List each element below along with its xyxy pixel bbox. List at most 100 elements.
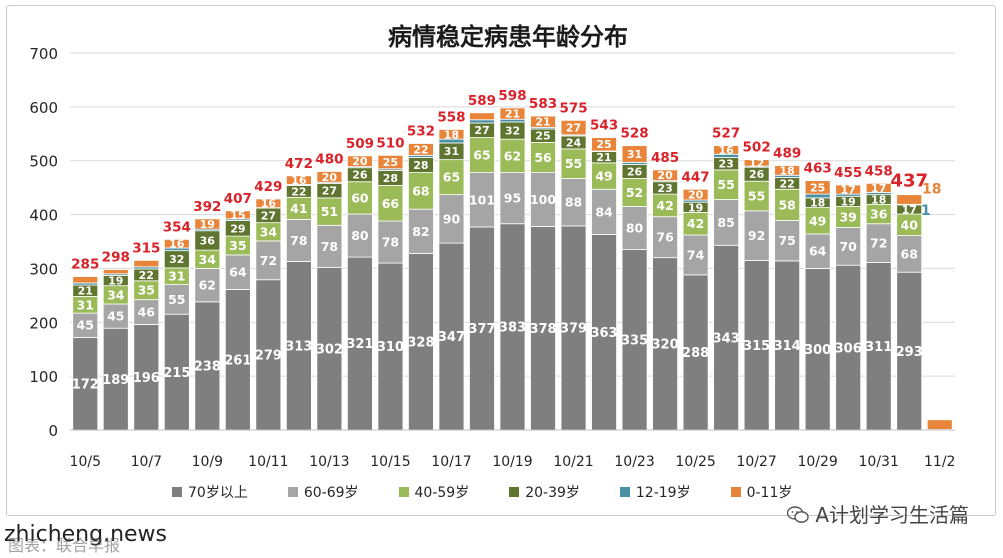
segment-label: 22 — [413, 143, 428, 156]
bar-segment — [316, 266, 343, 431]
segment-label: 51 — [321, 204, 338, 219]
segment-label: 82 — [412, 224, 429, 239]
total-label: 354 — [163, 219, 191, 235]
total-label: 315 — [132, 240, 160, 256]
bar-segment — [621, 145, 648, 163]
segment-label: 383 — [499, 321, 526, 336]
segment-label: 49 — [595, 169, 612, 184]
segment-label: 238 — [194, 360, 221, 375]
bar-segment — [469, 137, 495, 173]
bar-segment — [560, 178, 587, 227]
segment-label: 58 — [778, 197, 795, 212]
total-label: 285 — [71, 257, 99, 273]
total-label: 480 — [315, 151, 343, 167]
bar-segment — [560, 225, 587, 431]
legend-item: 0-11岁 — [730, 482, 792, 502]
segment-label: 335 — [621, 333, 648, 348]
segment-label: 55 — [565, 156, 582, 171]
segment-label: 52 — [626, 185, 643, 200]
segment-label: 18 — [779, 164, 794, 177]
bar-segment — [743, 259, 770, 431]
legend-item: 60-69岁 — [287, 482, 359, 502]
bar-segment — [713, 244, 740, 431]
bar-segment — [743, 159, 770, 167]
segment-label: 20 — [657, 169, 673, 182]
segment-label: 313 — [285, 339, 312, 354]
bar-segment — [652, 257, 678, 431]
y-tick-label: 500 — [29, 153, 58, 171]
segment-label: 20 — [688, 189, 704, 202]
segment-label: 45 — [77, 318, 94, 333]
segment-label: 26 — [627, 165, 643, 178]
segment-label: 55 — [748, 188, 765, 203]
segment-label: 35 — [229, 238, 246, 253]
segment-label: 76 — [656, 230, 674, 245]
bar-segment — [438, 242, 465, 431]
segment-label: 25 — [596, 138, 611, 151]
segment-label: 100 — [530, 192, 556, 207]
segment-label: 21 — [535, 116, 550, 129]
segment-label: 261 — [224, 353, 251, 368]
segment-label: 49 — [809, 213, 826, 228]
y-tick-label: 200 — [29, 314, 58, 332]
segment-label: 34 — [199, 252, 217, 267]
segment-label: 68 — [412, 183, 429, 198]
total-label: 463 — [804, 161, 832, 177]
segment-label: 16 — [169, 238, 185, 251]
total-label: 472 — [285, 156, 313, 172]
bar-segment — [774, 220, 801, 262]
segment-label: 72 — [870, 236, 887, 251]
bar-segment — [743, 180, 770, 212]
segment-label: 78 — [382, 235, 399, 250]
segment-label: 26 — [352, 169, 368, 182]
segment-label: 310 — [377, 340, 404, 355]
segment-label: 378 — [529, 322, 556, 337]
bar-segment — [377, 154, 404, 170]
bar-segment — [133, 299, 160, 325]
bar-segment — [804, 233, 831, 269]
segment-label: 27 — [474, 124, 489, 137]
segment-label: 27 — [322, 185, 337, 198]
bar-segment — [499, 107, 526, 120]
segment-label: 22 — [291, 185, 306, 198]
segment-label: 20 — [352, 155, 368, 168]
bar-segment — [530, 226, 556, 431]
bar-segment — [255, 240, 282, 281]
segment-label: 31 — [627, 148, 642, 161]
bar-segment — [835, 264, 862, 431]
bar-segment — [896, 235, 923, 273]
segment-label: 311 — [865, 340, 892, 355]
x-tick-label: 10/15 — [370, 454, 410, 470]
x-tick-label: 10/29 — [797, 454, 837, 470]
segment-label: 25 — [810, 181, 825, 194]
segment-label: 27 — [566, 122, 581, 135]
segment-label: 16 — [718, 144, 734, 157]
segment-label: 60 — [351, 190, 369, 205]
x-tick-label: 10/5 — [70, 454, 101, 470]
bar-segment — [347, 213, 373, 258]
segment-label: 28 — [413, 159, 428, 172]
legend: 70岁以上 60-69岁 40-59岁 20-39岁 12-19岁 0-11岁 — [172, 482, 832, 502]
segment-label: 19 — [200, 218, 215, 231]
bar-segment — [102, 327, 129, 431]
total-label: 532 — [407, 123, 435, 139]
legend-item: 12-19岁 — [619, 482, 691, 502]
segment-label: 68 — [901, 246, 918, 261]
bar-segment — [224, 254, 251, 290]
bar-segment — [194, 268, 221, 303]
x-tick-label: 10/11 — [248, 454, 288, 470]
bar-segment — [774, 165, 801, 176]
segment-label: 21 — [78, 285, 93, 298]
bar-segment — [499, 172, 526, 225]
bar-segment — [133, 324, 160, 431]
bar-segment — [224, 210, 251, 220]
bar-segment — [896, 271, 923, 431]
segment-label: 22 — [139, 269, 154, 282]
total-label: 458 — [865, 163, 893, 179]
segment-label: 15 — [230, 209, 245, 222]
bar-segment — [926, 419, 953, 430]
total-label: 510 — [376, 135, 404, 151]
segment-label: 74 — [687, 247, 705, 262]
legend-item: 70岁以上 — [172, 482, 248, 502]
